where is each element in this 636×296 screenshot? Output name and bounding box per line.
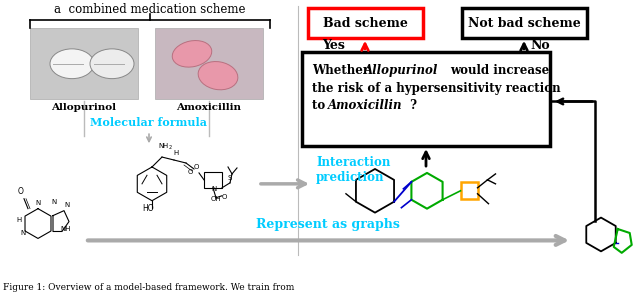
Text: N: N — [20, 231, 25, 237]
Text: Not bad scheme: Not bad scheme — [467, 17, 581, 30]
FancyBboxPatch shape — [308, 8, 423, 38]
Text: Represent as graphs: Represent as graphs — [256, 218, 400, 231]
Ellipse shape — [198, 62, 238, 90]
FancyBboxPatch shape — [302, 52, 550, 146]
Text: Figure 1: Overview of a model-based framework. We train from: Figure 1: Overview of a model-based fram… — [3, 283, 294, 292]
Text: Bad scheme: Bad scheme — [322, 17, 408, 30]
Text: S: S — [227, 175, 232, 181]
Text: NH: NH — [60, 226, 71, 232]
FancyBboxPatch shape — [155, 28, 263, 99]
Text: would increase: would increase — [450, 64, 550, 77]
Text: to: to — [312, 99, 329, 112]
Ellipse shape — [50, 49, 94, 79]
Text: NH$_2$: NH$_2$ — [158, 142, 173, 152]
Ellipse shape — [172, 41, 212, 67]
Text: No: No — [530, 39, 550, 52]
Text: H: H — [16, 217, 21, 223]
Text: Molecular formula: Molecular formula — [90, 117, 207, 128]
Text: O: O — [222, 194, 228, 200]
Text: HO: HO — [142, 204, 154, 213]
Text: OH: OH — [211, 196, 221, 202]
Text: a  combined medication scheme: a combined medication scheme — [54, 3, 245, 16]
Text: ?: ? — [406, 99, 417, 112]
FancyBboxPatch shape — [462, 8, 587, 38]
Text: N: N — [35, 200, 40, 206]
Text: N: N — [64, 202, 69, 208]
Text: Allopurinol: Allopurinol — [364, 64, 438, 77]
Text: the risk of a hypersensitivity reaction: the risk of a hypersensitivity reaction — [312, 82, 560, 95]
Text: H: H — [173, 150, 178, 156]
Text: O: O — [188, 169, 193, 175]
Text: O: O — [18, 187, 24, 196]
Text: Yes: Yes — [322, 39, 345, 52]
Text: Amoxicillin: Amoxicillin — [328, 99, 403, 112]
Text: N: N — [211, 186, 216, 192]
Text: Allopurinol: Allopurinol — [52, 104, 116, 112]
Bar — [460, 182, 478, 199]
Text: Amoxicillin: Amoxicillin — [177, 104, 242, 112]
Text: Whether: Whether — [312, 64, 373, 77]
Text: O: O — [194, 164, 199, 170]
Bar — [204, 172, 222, 188]
Text: Interaction
prediction: Interaction prediction — [316, 156, 391, 184]
FancyBboxPatch shape — [30, 28, 138, 99]
Text: N: N — [51, 199, 56, 205]
Ellipse shape — [90, 49, 134, 79]
